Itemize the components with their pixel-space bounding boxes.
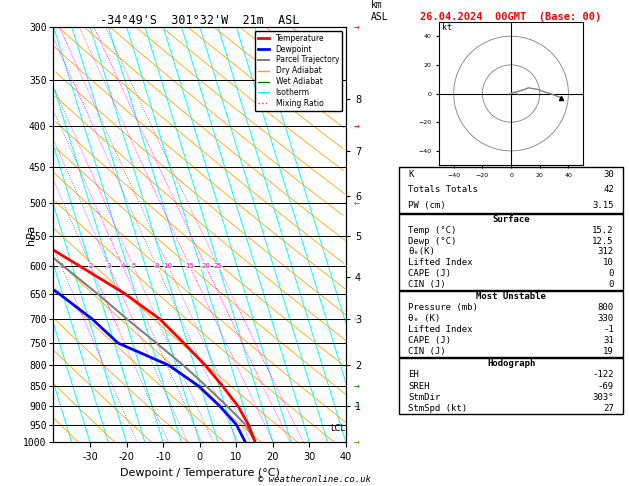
- Text: Lifted Index: Lifted Index: [408, 325, 473, 334]
- Text: 2: 2: [89, 263, 93, 269]
- Text: 15.2: 15.2: [593, 226, 614, 235]
- Text: Surface: Surface: [493, 215, 530, 224]
- Text: 27: 27: [603, 404, 614, 413]
- Text: -122: -122: [593, 370, 614, 380]
- Text: Temp (°C): Temp (°C): [408, 226, 457, 235]
- Text: EH: EH: [408, 370, 419, 380]
- Text: © weatheronline.co.uk: © weatheronline.co.uk: [258, 474, 371, 484]
- Text: -69: -69: [598, 382, 614, 391]
- Legend: Temperature, Dewpoint, Parcel Trajectory, Dry Adiabat, Wet Adiabat, Isotherm, Mi: Temperature, Dewpoint, Parcel Trajectory…: [255, 31, 342, 111]
- Text: 26.04.2024  00GMT  (Base: 00): 26.04.2024 00GMT (Base: 00): [420, 12, 602, 22]
- Text: CIN (J): CIN (J): [408, 280, 446, 289]
- Text: 30: 30: [603, 170, 614, 179]
- Text: 12.5: 12.5: [593, 237, 614, 246]
- Text: CAPE (J): CAPE (J): [408, 269, 452, 278]
- Text: CIN (J): CIN (J): [408, 347, 446, 356]
- Text: 330: 330: [598, 314, 614, 323]
- Title: -34°49'S  301°32'W  21m  ASL: -34°49'S 301°32'W 21m ASL: [100, 14, 299, 27]
- Text: Lifted Index: Lifted Index: [408, 258, 473, 267]
- Text: PW (cm): PW (cm): [408, 201, 446, 209]
- Text: →: →: [353, 381, 359, 391]
- Text: →: →: [353, 121, 359, 131]
- Text: -1: -1: [603, 325, 614, 334]
- Text: 3.15: 3.15: [593, 201, 614, 209]
- X-axis label: Dewpoint / Temperature (°C): Dewpoint / Temperature (°C): [120, 468, 280, 478]
- Text: 8: 8: [154, 263, 159, 269]
- Text: 1: 1: [59, 263, 64, 269]
- Text: 4: 4: [120, 263, 125, 269]
- Text: 19: 19: [603, 347, 614, 356]
- Text: 10: 10: [164, 263, 173, 269]
- Text: 31: 31: [603, 336, 614, 345]
- Text: StmDir: StmDir: [408, 393, 440, 402]
- Text: K: K: [408, 170, 414, 179]
- Text: Hodograph: Hodograph: [487, 359, 535, 368]
- Text: kt: kt: [442, 23, 452, 33]
- Text: 5: 5: [131, 263, 135, 269]
- Text: Most Unstable: Most Unstable: [476, 292, 546, 301]
- Text: 10: 10: [603, 258, 614, 267]
- Text: →: →: [353, 401, 359, 411]
- Text: 312: 312: [598, 247, 614, 257]
- Y-axis label: hPa: hPa: [26, 225, 36, 244]
- Text: →: →: [353, 437, 359, 447]
- Text: ←: ←: [353, 198, 359, 208]
- Text: Dewp (°C): Dewp (°C): [408, 237, 457, 246]
- Text: 15: 15: [186, 263, 194, 269]
- Text: 0: 0: [608, 280, 614, 289]
- Text: CAPE (J): CAPE (J): [408, 336, 452, 345]
- Text: LCL: LCL: [330, 424, 345, 433]
- Text: 3: 3: [107, 263, 111, 269]
- Text: 20: 20: [201, 263, 210, 269]
- Text: 800: 800: [598, 303, 614, 312]
- Text: Totals Totals: Totals Totals: [408, 185, 478, 194]
- Text: SREH: SREH: [408, 382, 430, 391]
- Text: 303°: 303°: [593, 393, 614, 402]
- Text: →: →: [353, 22, 359, 32]
- Text: 25: 25: [214, 263, 223, 269]
- Text: 0: 0: [608, 269, 614, 278]
- Text: StmSpd (kt): StmSpd (kt): [408, 404, 467, 413]
- Text: Pressure (mb): Pressure (mb): [408, 303, 478, 312]
- Text: θₑ(K): θₑ(K): [408, 247, 435, 257]
- Text: θₑ (K): θₑ (K): [408, 314, 440, 323]
- Text: km
ASL: km ASL: [371, 0, 389, 22]
- Text: ←: ←: [353, 314, 359, 324]
- Text: 42: 42: [603, 185, 614, 194]
